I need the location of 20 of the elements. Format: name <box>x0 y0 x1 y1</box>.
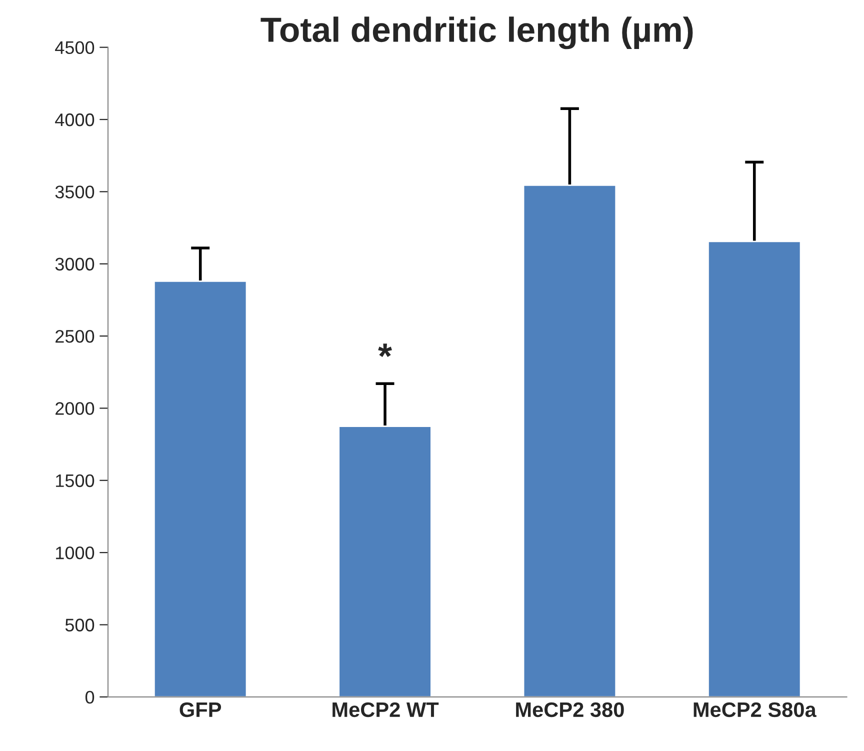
x-tick-label: MeCP2 WT <box>332 702 439 718</box>
x-tick-label: GFP <box>180 702 222 718</box>
y-tick-label: 0 <box>85 690 94 704</box>
bar <box>338 426 432 697</box>
y-tick-label: 2000 <box>56 402 94 415</box>
x-tick-label: MeCP2 S80a <box>694 702 816 718</box>
bar <box>522 184 617 697</box>
y-tick-label: 3000 <box>55 258 94 271</box>
y-tick-label: 1500 <box>56 474 94 488</box>
y-tick-label: 3500 <box>55 186 94 198</box>
x-tick-label: MeCP2 380 <box>516 702 624 718</box>
chart-title: Total dendritic length (µm) <box>260 16 693 50</box>
y-tick-label: 4500 <box>55 41 94 54</box>
bar <box>708 240 802 697</box>
y-tick-label: 2500 <box>56 330 94 343</box>
y-tick-label: 500 <box>65 618 94 632</box>
y-tick-label: 4000 <box>55 113 94 126</box>
annotation: * <box>378 344 392 358</box>
bar <box>153 280 248 697</box>
y-tick-label: 1000 <box>56 546 94 560</box>
